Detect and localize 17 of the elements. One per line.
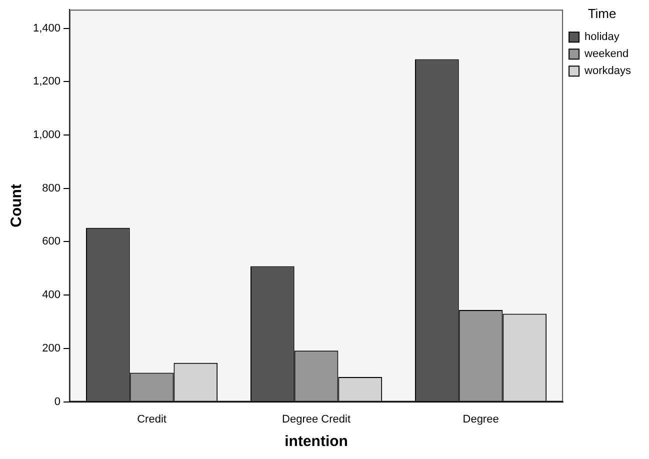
- legend-label: workdays: [584, 65, 632, 78]
- y-tick-label: 800: [42, 182, 61, 194]
- y-tick-label: 400: [42, 289, 61, 302]
- legend-title: Time: [588, 6, 616, 22]
- y-tick-label: 600: [42, 236, 61, 248]
- y-tick-label: 200: [42, 342, 61, 354]
- legend-label: weekend: [584, 48, 629, 60]
- x-tick-label: Degree Credit: [282, 413, 351, 426]
- x-tick-label: Degree: [462, 413, 499, 426]
- legend-label: holiday: [584, 31, 620, 44]
- y-tick-label: 0: [54, 396, 61, 408]
- y-tick-label: 1,400: [32, 22, 61, 34]
- y-tick-label: 1,000: [32, 129, 61, 142]
- y-axis-title: Count: [8, 184, 26, 228]
- x-tick-label: Credit: [137, 413, 166, 426]
- y-tick-label: 1,200: [32, 76, 61, 88]
- x-axis-title: intention: [284, 433, 348, 450]
